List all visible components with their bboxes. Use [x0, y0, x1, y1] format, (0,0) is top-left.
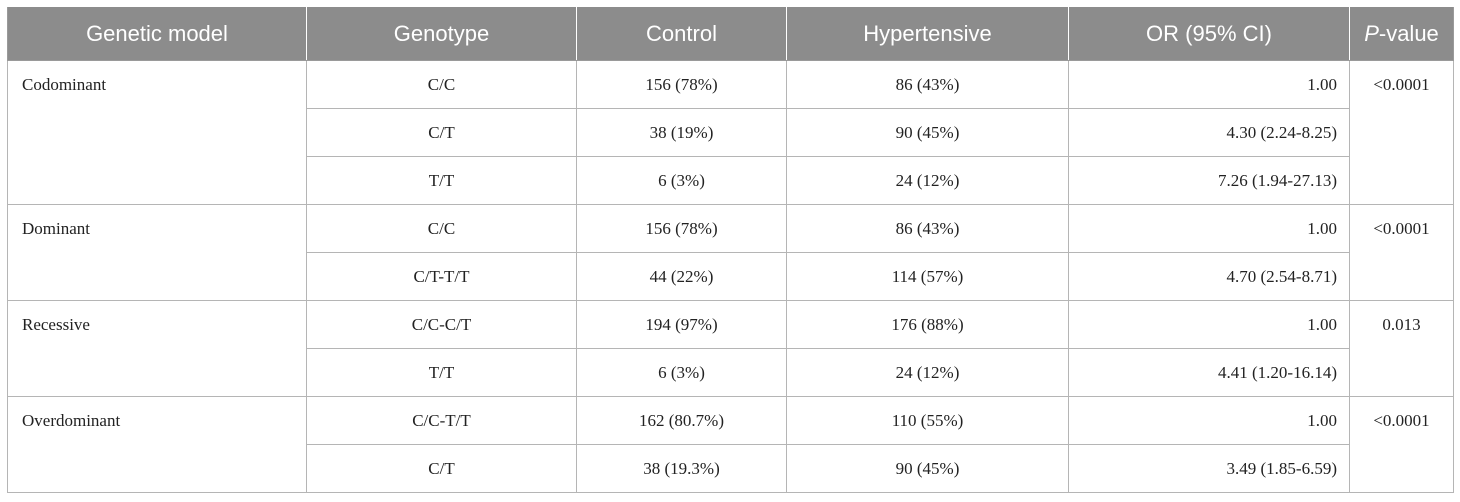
hypertensive-cell: 24 (12%) — [786, 156, 1069, 205]
header-p-suffix: -value — [1378, 20, 1439, 46]
p-value-cell: <0.0001 — [1349, 396, 1454, 493]
genotype-cell: C/T — [306, 444, 577, 493]
hypertensive-cell: 24 (12%) — [786, 348, 1069, 397]
header-control: Control — [576, 7, 787, 61]
odds-ratio-cell: 7.26 (1.94-27.13) — [1068, 156, 1350, 205]
odds-ratio-cell: 4.41 (1.20-16.14) — [1068, 348, 1350, 397]
genotype-cell: C/C-T/T — [306, 396, 577, 445]
table-row: C/T-T/T 44 (22%) 114 (57%) 4.70 (2.54-8.… — [8, 252, 1454, 301]
header-hypertensive: Hypertensive — [786, 7, 1069, 61]
hypertensive-cell: 176 (88%) — [786, 300, 1069, 349]
odds-ratio-cell: 3.49 (1.85-6.59) — [1068, 444, 1350, 493]
genotype-cell: T/T — [306, 348, 577, 397]
control-cell: 38 (19%) — [576, 108, 787, 157]
genotype-cell: C/C — [306, 60, 577, 109]
table-row: Codominant C/C 156 (78%) 86 (43%) 1.00 <… — [7, 60, 1454, 205]
header-genetic-model: Genetic model — [7, 7, 307, 61]
table-row: T/T 6 (3%) 24 (12%) 4.41 (1.20-16.14) — [8, 348, 1454, 397]
model-cell: Overdominant — [7, 396, 307, 493]
genotype-cell: C/C — [306, 204, 577, 253]
header-row: Genetic model Genotype Control Hypertens… — [7, 7, 1454, 61]
genotype-cell: C/T — [306, 108, 577, 157]
control-cell: 156 (78%) — [576, 204, 787, 253]
control-cell: 156 (78%) — [576, 60, 787, 109]
hypertensive-cell: 110 (55%) — [786, 396, 1069, 445]
p-value-cell: <0.0001 — [1349, 60, 1454, 205]
genotype-cell: C/T-T/T — [306, 252, 577, 301]
hypertensive-cell: 90 (45%) — [786, 108, 1069, 157]
hypertensive-cell: 90 (45%) — [786, 444, 1069, 493]
p-value-cell: 0.013 — [1349, 300, 1454, 397]
table-row: Recessive C/C-C/T 194 (97%) 176 (88%) 1.… — [7, 300, 1454, 397]
table-row: C/T 38 (19%) 90 (45%) 4.30 (2.24-8.25) — [8, 108, 1454, 157]
table-row: C/T 38 (19.3%) 90 (45%) 3.49 (1.85-6.59) — [8, 444, 1454, 493]
hypertensive-cell: 114 (57%) — [786, 252, 1069, 301]
control-cell: 194 (97%) — [576, 300, 787, 349]
odds-ratio-cell: 1.00 — [1068, 396, 1350, 445]
odds-ratio-cell: 1.00 — [1068, 60, 1350, 109]
odds-ratio-cell: 1.00 — [1068, 300, 1350, 349]
control-cell: 6 (3%) — [576, 156, 787, 205]
table-row: Overdominant C/C-T/T 162 (80.7%) 110 (55… — [7, 396, 1454, 493]
control-cell: 44 (22%) — [576, 252, 787, 301]
odds-ratio-cell: 4.30 (2.24-8.25) — [1068, 108, 1350, 157]
control-cell: 38 (19.3%) — [576, 444, 787, 493]
odds-ratio-cell: 1.00 — [1068, 204, 1350, 253]
table-row: Dominant C/C 156 (78%) 86 (43%) 1.00 <0.… — [7, 204, 1454, 301]
genotype-cell: C/C-C/T — [306, 300, 577, 349]
header-odds-ratio: OR (95% CI) — [1068, 7, 1350, 61]
p-value-cell: <0.0001 — [1349, 204, 1454, 301]
hypertensive-cell: 86 (43%) — [786, 60, 1069, 109]
model-cell: Codominant — [7, 60, 307, 205]
header-p-value: P-value — [1349, 7, 1454, 61]
model-cell: Recessive — [7, 300, 307, 397]
header-p-letter: P — [1364, 20, 1379, 46]
model-cell: Dominant — [7, 204, 307, 301]
table-row: T/T 6 (3%) 24 (12%) 7.26 (1.94-27.13) — [8, 156, 1454, 205]
header-genotype: Genotype — [306, 7, 577, 61]
genotype-cell: T/T — [306, 156, 577, 205]
odds-ratio-cell: 4.70 (2.54-8.71) — [1068, 252, 1350, 301]
control-cell: 162 (80.7%) — [576, 396, 787, 445]
control-cell: 6 (3%) — [576, 348, 787, 397]
genetic-model-table: Genetic model Genotype Control Hypertens… — [7, 7, 1454, 493]
hypertensive-cell: 86 (43%) — [786, 204, 1069, 253]
